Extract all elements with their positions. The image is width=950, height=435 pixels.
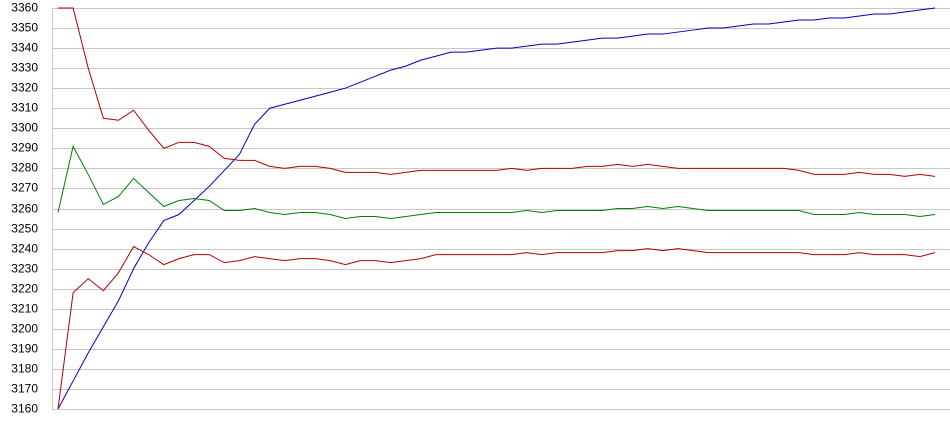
y-tick-label: 3280 (11, 161, 38, 175)
y-tick-label: 3160 (11, 402, 38, 416)
y-tick-label: 3200 (11, 322, 38, 336)
y-tick-label: 3230 (11, 262, 38, 276)
y-tick-label: 3220 (11, 282, 38, 296)
series-line (57, 245, 936, 410)
series-line (57, 7, 936, 410)
y-tick-label: 3320 (11, 81, 38, 95)
series-line (57, 144, 936, 220)
y-tick-label: 3270 (11, 181, 38, 195)
y-tick-label: 3180 (11, 362, 38, 376)
y-tick-label: 3310 (11, 101, 38, 115)
y-tick-label: 3260 (11, 202, 38, 216)
y-tick-label: 3330 (11, 61, 38, 75)
y-tick-label: 3340 (11, 41, 38, 55)
y-tick-label: 3250 (11, 222, 38, 236)
y-tick-label: 3360 (11, 1, 38, 15)
series-line (58, 7, 936, 177)
y-tick-label: 3300 (11, 121, 38, 135)
y-tick-label: 3290 (11, 141, 38, 155)
y-tick-label: 3190 (11, 342, 38, 356)
y-tick-label: 3350 (11, 21, 38, 35)
y-tick-label: 3240 (11, 242, 38, 256)
y-tick-label: 3210 (11, 302, 38, 316)
y-tick-label: 3170 (11, 382, 38, 396)
